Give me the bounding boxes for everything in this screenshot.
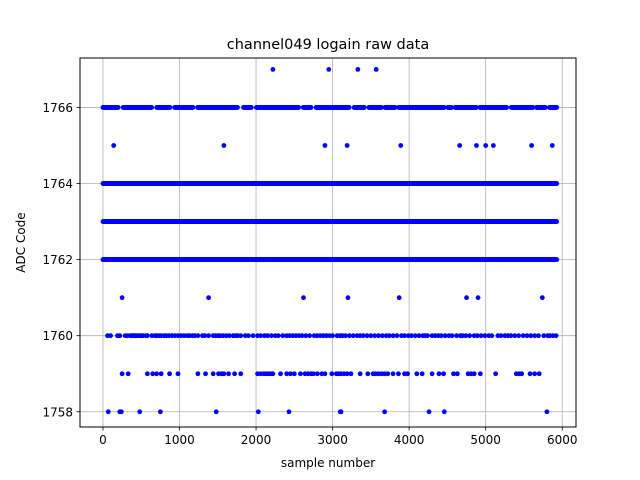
data-point <box>361 105 367 110</box>
data-point <box>504 105 510 110</box>
data-point <box>344 143 350 148</box>
data-point <box>270 67 276 72</box>
data-point <box>554 219 560 224</box>
data-point <box>473 105 479 110</box>
data-points <box>100 67 560 415</box>
data-point <box>398 143 404 148</box>
data-point <box>441 105 447 110</box>
data-point <box>392 105 398 110</box>
data-point <box>542 105 548 110</box>
data-point <box>296 105 302 110</box>
data-point <box>554 105 560 110</box>
data-point <box>346 105 352 110</box>
data-point <box>149 105 155 110</box>
data-point <box>474 143 479 148</box>
data-point <box>490 143 496 148</box>
data-point <box>111 143 117 148</box>
data-point <box>530 105 536 110</box>
data-point <box>308 105 314 110</box>
data-point <box>322 143 328 148</box>
data-point <box>167 105 173 110</box>
data-point <box>529 143 535 148</box>
data-point <box>115 105 121 110</box>
data-point <box>248 105 254 110</box>
data-point <box>549 143 555 148</box>
data-point <box>449 105 454 110</box>
data-point <box>554 181 560 186</box>
data-point <box>378 105 384 110</box>
data-point <box>457 143 463 148</box>
data-point <box>221 143 227 148</box>
data-point <box>235 105 240 110</box>
data-point <box>326 67 332 72</box>
data-point <box>373 67 379 72</box>
data-point <box>355 67 361 72</box>
data-point <box>190 105 196 110</box>
data-point <box>483 143 489 148</box>
